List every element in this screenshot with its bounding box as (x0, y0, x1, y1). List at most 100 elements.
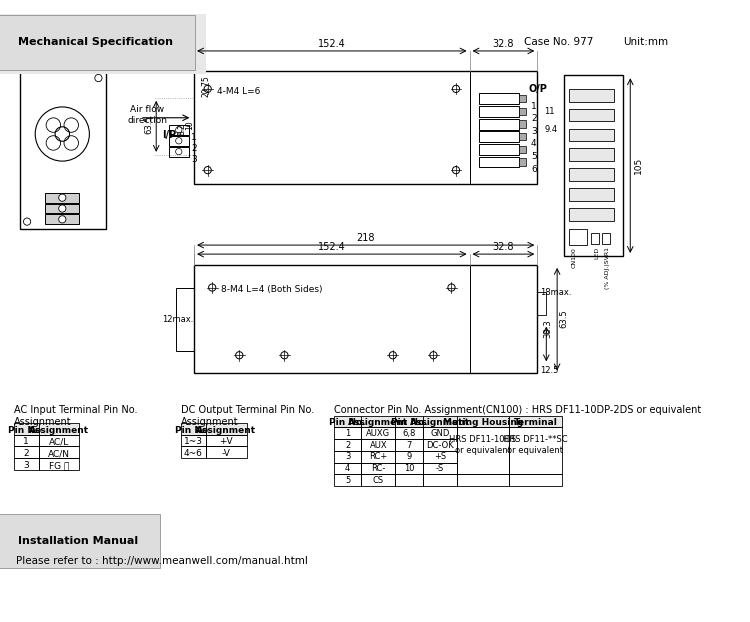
Text: Assignment: Assignment (348, 419, 409, 427)
Text: 10: 10 (404, 464, 414, 473)
Bar (592, 233, 598, 244)
Text: 32.8: 32.8 (493, 39, 514, 49)
Bar (395, 475, 422, 486)
Bar (194, 265, 537, 373)
Text: 2: 2 (531, 114, 536, 123)
Text: 3: 3 (191, 155, 197, 164)
Bar (206, 423, 247, 435)
Text: Pin No.: Pin No. (391, 419, 427, 427)
Text: GND: GND (430, 429, 449, 438)
Bar (334, 439, 362, 451)
Text: Connector Pin No. Assignment(CN100) : HRS DF11-10DP-2DS or equivalent: Connector Pin No. Assignment(CN100) : HR… (334, 405, 701, 415)
Text: Mechanical Specification: Mechanical Specification (18, 37, 183, 50)
Text: HRS DF11-**SC
or equivalent: HRS DF11-**SC or equivalent (503, 435, 568, 455)
Text: AC/N: AC/N (48, 449, 70, 458)
Bar (206, 447, 247, 458)
Bar (395, 463, 422, 475)
Text: 1: 1 (23, 437, 29, 447)
Bar (509, 415, 562, 427)
Bar (181, 435, 206, 447)
Bar (169, 147, 189, 157)
Text: +S: +S (433, 452, 445, 462)
Bar (568, 129, 614, 141)
Text: AUXG: AUXG (366, 429, 391, 438)
Text: 152.4: 152.4 (318, 39, 346, 49)
Bar (362, 463, 395, 475)
Bar (519, 146, 526, 153)
Text: 1: 1 (191, 133, 197, 142)
Text: 4-M4 L=6: 4-M4 L=6 (217, 87, 260, 96)
Bar (362, 427, 395, 439)
Bar (568, 208, 614, 221)
Bar (568, 109, 614, 121)
Text: LED: LED (594, 247, 599, 259)
Circle shape (58, 194, 66, 202)
Bar (8, 37, 14, 45)
Bar (362, 475, 395, 486)
Bar (422, 463, 457, 475)
Bar (457, 415, 509, 427)
Bar (564, 75, 623, 256)
Bar (422, 439, 457, 451)
Circle shape (176, 137, 182, 144)
Text: HRS DF11-10DS
or equivalent: HRS DF11-10DS or equivalent (449, 435, 517, 455)
Text: (% ADJ.)SVR1: (% ADJ.)SVR1 (605, 247, 610, 289)
Text: 8-M4 L=4 (Both Sides): 8-M4 L=4 (Both Sides) (221, 285, 322, 294)
Text: 9: 9 (406, 452, 412, 462)
Text: 1: 1 (531, 101, 537, 111)
Text: 12.5: 12.5 (540, 366, 558, 375)
Bar (457, 427, 509, 475)
Text: AC Input Terminal Pin No.
Assignment: AC Input Terminal Pin No. Assignment (13, 405, 137, 427)
Bar (478, 119, 519, 129)
Text: -V: -V (222, 449, 231, 458)
Text: Please refer to : http://www.meanwell.com/manual.html: Please refer to : http://www.meanwell.co… (16, 555, 308, 565)
Bar (509, 427, 562, 475)
Bar (602, 233, 610, 244)
Text: 2: 2 (191, 144, 197, 153)
Bar (478, 157, 519, 167)
Bar (519, 95, 526, 103)
Bar (45, 193, 80, 203)
Bar (478, 93, 519, 104)
Text: -S: -S (436, 464, 444, 473)
Bar (519, 108, 526, 115)
Circle shape (58, 216, 66, 223)
Text: 7: 7 (406, 440, 412, 450)
Text: Assignment: Assignment (410, 419, 470, 427)
Text: AC/L: AC/L (49, 437, 69, 447)
Text: FG ⏚: FG ⏚ (49, 461, 69, 470)
Text: 4: 4 (345, 464, 350, 473)
Bar (39, 423, 80, 435)
Text: O/P: O/P (528, 85, 547, 95)
Bar (478, 144, 519, 155)
Text: 6: 6 (531, 165, 537, 174)
Text: Pin No.: Pin No. (175, 425, 211, 435)
Text: 152.4: 152.4 (318, 243, 346, 253)
Text: 1: 1 (345, 429, 350, 438)
Bar (334, 427, 362, 439)
Text: 20.75: 20.75 (201, 75, 210, 97)
Text: 63.5: 63.5 (145, 116, 154, 134)
Bar (568, 188, 614, 201)
Bar (20, 71, 106, 229)
Bar (181, 447, 206, 458)
Bar (362, 415, 395, 427)
Bar (395, 451, 422, 463)
Text: CS: CS (373, 476, 384, 485)
Text: 9.4: 9.4 (544, 125, 557, 134)
Bar (478, 106, 519, 117)
Text: 218: 218 (356, 233, 375, 243)
Bar (537, 292, 546, 315)
Text: Mating Housing: Mating Housing (443, 419, 524, 427)
Bar (395, 427, 422, 439)
Text: 3: 3 (345, 452, 350, 462)
Bar (8, 41, 14, 49)
Text: Unit:mm: Unit:mm (623, 37, 668, 47)
Text: Installation Manual: Installation Manual (18, 536, 138, 546)
Text: 63.5: 63.5 (560, 310, 568, 328)
Bar (334, 463, 362, 475)
Circle shape (176, 127, 182, 133)
Bar (509, 475, 562, 486)
Text: 4: 4 (531, 139, 536, 149)
Bar (422, 415, 457, 427)
